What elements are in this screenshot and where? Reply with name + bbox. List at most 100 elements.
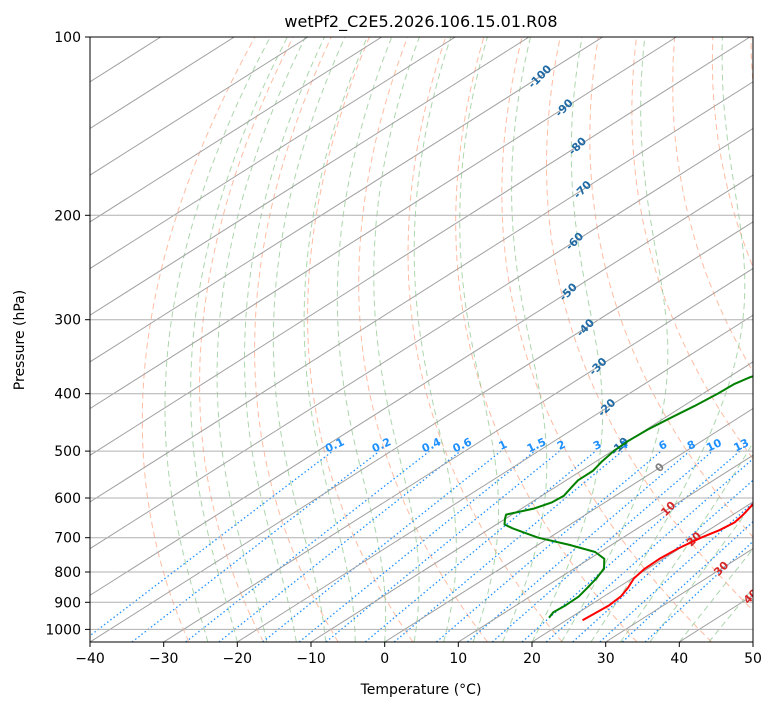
isotherm-line <box>90 37 456 270</box>
temperature-profile-line <box>582 502 753 622</box>
isotherm-line <box>384 407 753 642</box>
mixing-ratio-line <box>644 540 753 642</box>
x-tick-label: −30 <box>149 651 179 667</box>
mixing-ratio-label: 0.6 <box>451 435 474 455</box>
background-line-labels: 0.10.20.40.611.52346810131620253036-100-… <box>323 62 774 606</box>
isotherm-line <box>90 37 751 456</box>
mixing-ratio-line <box>621 520 753 642</box>
y-tick-label: 200 <box>54 208 81 224</box>
isotherm-line <box>90 127 753 550</box>
y-axis-title: Pressure (hPa) <box>12 290 28 390</box>
dry-adiabat-line <box>589 37 753 538</box>
dry-adiabat-line <box>501 37 713 642</box>
x-tick-label: −20 <box>223 651 253 667</box>
isotherm-label: -60 <box>563 230 586 253</box>
x-axis-ticks: −40 −30 −20 −10 0 10 20 30 40 50 <box>75 642 762 667</box>
isotherm-line <box>752 641 753 642</box>
moist-adiabat-line <box>502 37 548 642</box>
dry-adiabat-line <box>545 37 753 612</box>
chart-title: wetPf2_C2E5.2026.106.15.01.R08 <box>284 12 557 32</box>
isotherm-label: -30 <box>586 355 609 378</box>
moist-adiabat-line <box>244 37 325 642</box>
moist-adiabat-line <box>336 37 393 642</box>
dry-adiabat-line <box>358 37 488 642</box>
mixing-ratio-label: 0.1 <box>323 435 346 455</box>
mixing-ratio-line <box>185 450 430 642</box>
moist-adiabat-line <box>620 441 753 642</box>
mixing-ratio-line <box>262 450 502 642</box>
isotherm-label: -100 <box>526 62 555 91</box>
isotherm-line <box>90 81 753 503</box>
isotherm-label: 20 <box>684 529 704 549</box>
y-tick-label: 500 <box>54 444 81 460</box>
dry-adiabat-line <box>455 37 638 642</box>
isotherm-label: -20 <box>595 396 618 419</box>
y-axis-ticks: 1000 900 800 700 600 500 400 300 200 100 <box>45 30 90 638</box>
isotherm-line <box>90 174 753 596</box>
isotherm-line <box>90 37 309 176</box>
mixing-ratio-line <box>364 450 597 642</box>
mixing-ratio-line <box>491 450 713 642</box>
y-tick-label: 1000 <box>45 622 81 638</box>
isotherm-label: 10 <box>658 499 678 519</box>
y-tick-label: 600 <box>54 491 81 507</box>
mixing-ratio-label: 6 <box>657 438 670 453</box>
mixing-ratio-line <box>545 458 753 642</box>
moist-adiabat-line <box>649 502 753 642</box>
dry-adiabat-line <box>672 37 753 373</box>
moist-adiabat-line <box>216 37 306 642</box>
moist-adiabat-line <box>708 587 753 642</box>
y-tick-label: 700 <box>54 531 81 547</box>
isotherm-line <box>458 454 753 642</box>
isotherm-lines <box>90 37 753 642</box>
moist-adiabat-line <box>590 37 746 642</box>
mixing-ratio-label: 16 <box>754 436 774 454</box>
mixing-ratio-line <box>572 479 753 642</box>
mixing-ratio-line <box>131 450 380 642</box>
dry-adiabat-line <box>199 37 294 642</box>
mixing-ratio-label: 1 <box>497 438 509 453</box>
y-tick-label: 300 <box>54 313 81 329</box>
mixing-ratio-label: 1.5 <box>525 435 548 455</box>
dry-adiabat-line <box>141 37 256 642</box>
dry-adiabat-line <box>750 37 753 89</box>
moist-adiabat-line <box>531 37 604 642</box>
x-tick-label: 30 <box>597 651 615 667</box>
mixing-ratio-line <box>325 450 561 642</box>
isotherm-label: 30 <box>711 558 731 578</box>
mixing-ratio-label: 0.4 <box>420 435 443 455</box>
dry-adiabat-line <box>307 37 414 642</box>
moist-adiabat-line <box>373 37 420 642</box>
isotherm-line <box>90 37 603 363</box>
mixing-ratio-label: 13 <box>732 436 751 454</box>
isotherm-label: 40 <box>741 586 761 606</box>
y-tick-label: 900 <box>54 595 81 611</box>
moist-adiabat-line <box>413 37 457 642</box>
dry-adiabat-line <box>631 37 753 460</box>
isotherm-label: -80 <box>566 134 589 157</box>
isotherm-line <box>679 594 753 642</box>
isotherm-line <box>90 221 753 642</box>
isotherm-line <box>90 37 677 410</box>
plot-frame <box>89 36 754 643</box>
moist-adiabat-line <box>678 548 753 642</box>
moist-adiabats <box>164 37 753 642</box>
moist-adiabat-line <box>272 37 346 642</box>
isotherm-line <box>163 267 753 642</box>
y-tick-label: 100 <box>54 30 81 46</box>
x-tick-label: 20 <box>523 651 541 667</box>
x-tick-label: −10 <box>296 651 326 667</box>
dry-adiabat-line <box>407 37 563 642</box>
dry-adiabat-line <box>254 37 339 642</box>
mixing-ratio-line <box>435 450 662 642</box>
mixing-ratio-line <box>599 501 753 642</box>
isotherm-line <box>90 37 382 223</box>
y-tick-label: 800 <box>54 565 81 581</box>
moist-adiabat-line <box>561 37 669 642</box>
y-tick-label: 400 <box>54 387 81 403</box>
x-tick-label: 0 <box>380 651 389 667</box>
moist-adiabat-line <box>190 37 288 642</box>
x-axis-title: Temperature (°C) <box>360 682 482 698</box>
x-tick-label: 10 <box>449 651 467 667</box>
